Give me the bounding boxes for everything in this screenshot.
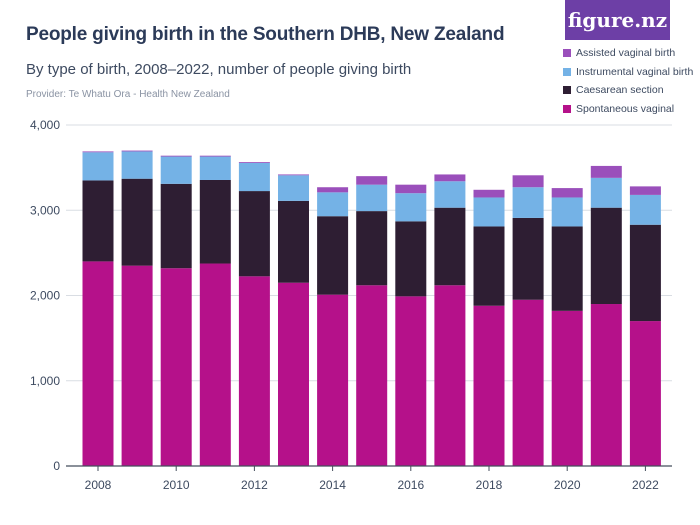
bar-instrumental-2022[interactable] (629, 194, 661, 225)
bar-caesarean-2017[interactable] (434, 207, 466, 286)
bar-caesarean-2009[interactable] (121, 178, 153, 266)
bar-instrumental-2012[interactable] (238, 162, 270, 192)
legend-swatch-instrumental (563, 67, 571, 76)
bar-spontaneous-2008[interactable] (82, 261, 114, 466)
y-tick-label: 2,000 (30, 289, 60, 303)
bar-instrumental-2011[interactable] (199, 156, 231, 180)
bar-instrumental-2008[interactable] (82, 152, 114, 181)
bar-assisted-2014[interactable] (317, 187, 349, 193)
legend-swatch-caesarean (563, 86, 571, 95)
legend-item-assisted[interactable]: Assisted vaginal birth (563, 44, 693, 63)
bar-caesarean-2011[interactable] (199, 179, 231, 264)
bar-spontaneous-2016[interactable] (395, 296, 427, 466)
bar-caesarean-2010[interactable] (160, 183, 192, 269)
y-tick-label: 3,000 (30, 203, 60, 217)
bar-caesarean-2016[interactable] (395, 221, 427, 297)
bar-assisted-2021[interactable] (590, 165, 622, 178)
bar-instrumental-2021[interactable] (590, 177, 622, 208)
bar-caesarean-2019[interactable] (512, 217, 544, 300)
bar-spontaneous-2020[interactable] (551, 310, 583, 466)
bar-caesarean-2014[interactable] (317, 216, 349, 295)
legend-item-spontaneous[interactable]: Spontaneous vaginal (563, 100, 693, 119)
bar-caesarean-2008[interactable] (82, 180, 114, 262)
bar-assisted-2010[interactable] (160, 155, 192, 157)
legend-item-caesarean[interactable]: Caesarean section (563, 81, 693, 100)
bar-spontaneous-2021[interactable] (590, 304, 622, 466)
bar-instrumental-2013[interactable] (278, 175, 309, 201)
x-tick-label: 2018 (476, 478, 503, 492)
bar-assisted-2009[interactable] (121, 150, 153, 152)
bar-assisted-2022[interactable] (629, 186, 661, 195)
bars (82, 150, 661, 466)
bar-assisted-2017[interactable] (434, 174, 466, 182)
axes: 0 1,000 2,000 3,000 4,000 2008 2010 2012 2014 201… (30, 118, 672, 492)
legend-swatch-spontaneous (563, 104, 571, 113)
bar-instrumental-2017[interactable] (434, 181, 466, 208)
y-tick-label: 4,000 (30, 118, 60, 132)
legend-swatch-assisted (563, 49, 571, 58)
bar-instrumental-2010[interactable] (160, 156, 192, 184)
legend-label-instrumental: Instrumental vaginal birth (576, 65, 694, 78)
chart-legend: Assisted vaginal birth Instrumental vagin… (563, 44, 693, 118)
bar-instrumental-2009[interactable] (121, 151, 153, 179)
bar-assisted-2019[interactable] (512, 175, 544, 188)
bar-spontaneous-2012[interactable] (238, 276, 270, 466)
figure-nz-logo[interactable]: figure.nz (565, 0, 670, 40)
bar-assisted-2018[interactable] (473, 189, 505, 198)
x-tick-label: 2014 (319, 478, 346, 492)
bar-caesarean-2015[interactable] (356, 211, 388, 286)
bar-spontaneous-2018[interactable] (473, 305, 505, 466)
bar-spontaneous-2022[interactable] (629, 321, 661, 466)
chart-title: People giving birth in the Southern DHB,… (26, 24, 505, 45)
bar-instrumental-2015[interactable] (356, 184, 388, 212)
legend-label-spontaneous: Spontaneous vaginal (576, 102, 675, 115)
bar-spontaneous-2009[interactable] (121, 265, 153, 466)
legend-item-instrumental[interactable]: Instrumental vaginal birth (563, 63, 693, 82)
bar-assisted-2016[interactable] (395, 184, 427, 194)
x-tick-label: 2016 (397, 478, 424, 492)
bar-caesarean-2018[interactable] (473, 226, 505, 306)
x-tick-label: 2012 (241, 478, 268, 492)
bar-instrumental-2020[interactable] (551, 197, 583, 227)
bar-assisted-2013[interactable] (278, 174, 309, 176)
bar-spontaneous-2013[interactable] (278, 282, 309, 466)
y-tick-label: 0 (53, 459, 60, 473)
bar-spontaneous-2014[interactable] (317, 294, 349, 466)
bar-spontaneous-2019[interactable] (512, 299, 544, 466)
bar-caesarean-2012[interactable] (238, 191, 270, 277)
bar-caesarean-2021[interactable] (590, 207, 622, 305)
bar-assisted-2020[interactable] (551, 188, 583, 198)
legend-label-assisted: Assisted vaginal birth (576, 47, 676, 60)
data-provider: Provider: Te Whatu Ora - Health New Zeal… (26, 89, 230, 100)
bar-assisted-2015[interactable] (356, 176, 388, 185)
x-tick-label: 2008 (85, 478, 112, 492)
bar-spontaneous-2010[interactable] (160, 268, 192, 466)
x-tick-label: 2010 (163, 478, 190, 492)
bar-assisted-2008[interactable] (82, 151, 114, 153)
bar-instrumental-2014[interactable] (317, 192, 349, 217)
bar-instrumental-2016[interactable] (395, 193, 427, 222)
legend-label-caesarean: Caesarean section (576, 84, 664, 97)
bar-caesarean-2013[interactable] (278, 200, 309, 283)
bar-spontaneous-2017[interactable] (434, 285, 466, 466)
bar-assisted-2012[interactable] (238, 162, 270, 163)
chart-subtitle: By type of birth, 2008–2022, number of p… (26, 61, 412, 78)
bar-instrumental-2018[interactable] (473, 197, 505, 227)
y-tick-label: 1,000 (30, 374, 60, 388)
bar-spontaneous-2015[interactable] (356, 285, 388, 466)
bar-caesarean-2022[interactable] (629, 224, 661, 322)
x-tick-label: 2020 (554, 478, 581, 492)
x-tick-label: 2022 (632, 478, 659, 492)
bar-instrumental-2019[interactable] (512, 187, 544, 218)
bar-spontaneous-2011[interactable] (199, 263, 231, 466)
bar-caesarean-2020[interactable] (551, 226, 583, 311)
bar-assisted-2011[interactable] (199, 155, 231, 157)
